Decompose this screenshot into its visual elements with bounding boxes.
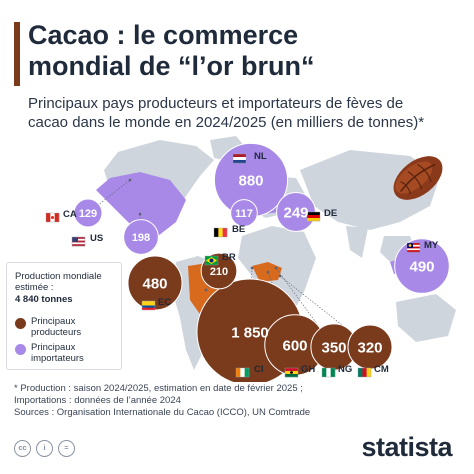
importer-legend-label: Principaux [31,342,76,353]
india [346,226,368,258]
gh-location-dot [266,270,270,274]
country-flags [45,153,421,378]
br-value-label: 210 [210,266,228,278]
br-flag-icon [204,255,219,266]
de-country-label: DE [324,208,337,219]
title-line: Cacao : le commerce [28,20,299,50]
title-line: mondial de “l’or brun“ [28,51,315,81]
ng-country-label: NG [338,364,352,375]
br-location-dot [204,288,208,292]
my-country-label: MY [424,240,439,251]
ci-value-label: 1 850 [231,324,269,341]
ci-flag-icon [235,367,250,378]
importer-legend-swatch [15,344,26,355]
be-importer-bubble [230,199,258,227]
ci-location-dot [250,266,254,270]
subtitle-line: Principaux pays producteurs et importate… [28,95,404,112]
producer-legend-label: Principaux [31,316,76,327]
nl-country-label: NL [254,151,267,162]
cm-value-label: 320 [357,339,382,356]
us-country-label: US [90,233,103,244]
gh-country-label: GH [301,364,315,375]
nd-icon[interactable]: = [58,440,75,457]
page-title: Cacao : le commerce mondial de “l’or bru… [28,20,448,82]
cocoa-bean-icon [393,156,443,200]
production-label: estimée : [15,282,54,293]
ec-value-label: 480 [142,275,167,292]
br-country-label: BR [222,252,236,263]
usa-canada-region [96,172,186,236]
ng-location-dot [274,266,278,270]
ca-country-label: CA [63,209,77,220]
de-value-label: 249 [283,204,308,221]
cocoa-bean-illustration [393,156,443,200]
australia [396,294,456,342]
cm-country-label: CM [374,364,389,375]
footnote: * Production : saison 2024/2025, estimat… [14,383,464,419]
ci-country-label: CI [254,364,264,375]
by-icon[interactable]: i [36,440,53,457]
cm-location-dot [278,274,282,278]
be-flag-icon [213,227,228,238]
gh-value-label: 600 [282,337,307,354]
de-flag-icon [306,211,321,222]
footnote-line: * Production : saison 2024/2025, estimat… [14,383,303,394]
source-line: Sources : Organisation Internationale du… [14,407,311,418]
us-value-label: 198 [132,232,150,244]
cc-icon[interactable]: cc [14,440,31,457]
ca-importer-bubble [73,198,103,228]
ca-value-label: 129 [79,208,97,220]
ng-flag-icon [321,367,336,378]
us-flag-icon [71,236,86,247]
ec-flag-icon [141,300,156,311]
nl-flag-icon [232,153,247,164]
ng-value-label: 350 [321,339,346,356]
title-accent-bar [14,22,20,86]
page-subtitle: Principaux pays producteurs et importate… [28,94,468,132]
footnote-line: Importations : données de l’année 2024 [14,395,181,406]
my-flag-icon [406,242,421,253]
ca-flag-icon [45,212,60,223]
value-bubbles [73,142,450,382]
nl-value-label: 880 [238,172,263,189]
cm-flag-icon [357,367,372,378]
ec-country-label: EC [158,297,171,308]
subtitle-line: cacao dans le monde en 2024/2025 (en mil… [28,114,425,131]
be-country-label: BE [232,224,245,235]
producer-legend-label: producteurs [31,327,82,338]
production-label: Production mondiale [15,271,102,282]
my-value-label: 490 [409,258,434,275]
gh-flag-icon [284,367,299,378]
production-total: 4 840 tonnes [15,294,73,305]
be-value-label: 117 [235,208,253,220]
us-location-dot [138,212,142,216]
legend-box: Production mondiale estimée : 4 840 tonn… [6,262,122,370]
statista-logo[interactable]: statista [361,432,452,462]
my-importer-bubble [394,238,450,294]
ca-location-dot [128,178,132,182]
importer-legend-label: importateurs [31,353,84,364]
us-importer-bubble [123,219,159,255]
producer-legend-swatch [15,318,26,329]
